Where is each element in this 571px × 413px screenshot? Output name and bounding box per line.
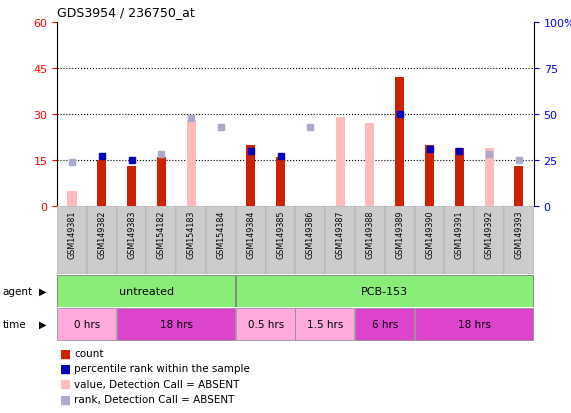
Bar [266,206,296,275]
Text: ■: ■ [60,377,71,390]
Text: GSM149382: GSM149382 [97,210,106,258]
Text: GSM149393: GSM149393 [514,210,524,258]
Text: PCB-153: PCB-153 [361,286,408,296]
Bar [236,275,533,307]
Text: ▶: ▶ [39,319,46,329]
Bar [176,206,206,275]
Bar [246,145,255,206]
Bar [336,118,345,206]
Text: GSM154184: GSM154184 [216,210,226,258]
Bar [57,275,235,307]
Bar [187,121,196,206]
Text: GSM149388: GSM149388 [365,210,375,258]
Bar [57,206,87,275]
Text: GSM154182: GSM154182 [157,210,166,258]
Text: count: count [74,348,104,358]
Bar [514,167,524,206]
Bar [206,206,236,275]
Bar [127,167,136,206]
Bar [296,309,354,340]
Text: value, Detection Call = ABSENT: value, Detection Call = ABSENT [74,379,240,389]
Bar [355,206,385,275]
Bar [57,309,116,340]
Text: agent: agent [3,286,33,296]
Text: 0 hrs: 0 hrs [74,319,100,329]
Text: 1.5 hrs: 1.5 hrs [307,319,344,329]
Text: rank, Detection Call = ABSENT: rank, Detection Call = ABSENT [74,394,235,404]
Bar [116,206,147,275]
Text: ■: ■ [60,347,71,360]
Bar [236,309,295,340]
Text: GSM149389: GSM149389 [395,210,404,258]
Bar [504,206,534,275]
Bar [455,148,464,206]
Bar [444,206,475,275]
Text: ■: ■ [60,362,71,375]
Bar [147,206,176,275]
Text: GSM149392: GSM149392 [485,210,494,259]
Bar [97,161,106,206]
Text: 6 hrs: 6 hrs [372,319,398,329]
Bar [355,309,414,340]
Text: GSM149383: GSM149383 [127,210,136,258]
Text: GSM149386: GSM149386 [306,210,315,258]
Bar [325,206,355,275]
Text: percentile rank within the sample: percentile rank within the sample [74,363,250,373]
Bar [385,206,415,275]
Text: GSM154183: GSM154183 [187,210,196,258]
Bar [365,124,375,206]
Text: GDS3954 / 236750_at: GDS3954 / 236750_at [57,6,195,19]
Text: GSM149390: GSM149390 [425,210,434,258]
Bar [395,78,404,206]
Bar [87,206,116,275]
Bar [67,191,77,206]
Bar [415,206,444,275]
Text: 18 hrs: 18 hrs [458,319,491,329]
Text: time: time [3,319,26,329]
Text: GSM149391: GSM149391 [455,210,464,258]
Text: GSM149385: GSM149385 [276,210,285,258]
Text: ▶: ▶ [39,286,46,296]
Text: GSM149384: GSM149384 [246,210,255,258]
Text: GSM149387: GSM149387 [336,210,345,258]
Bar [116,309,235,340]
Bar [415,309,533,340]
Text: untreated: untreated [119,286,174,296]
Text: GSM149381: GSM149381 [67,210,77,258]
Bar [296,206,325,275]
Bar [425,145,434,206]
Text: 18 hrs: 18 hrs [160,319,193,329]
Text: 0.5 hrs: 0.5 hrs [248,319,284,329]
Bar [485,148,494,206]
Text: ■: ■ [60,392,71,406]
Bar [475,206,504,275]
Bar [236,206,266,275]
Bar [157,157,166,206]
Bar [276,157,285,206]
